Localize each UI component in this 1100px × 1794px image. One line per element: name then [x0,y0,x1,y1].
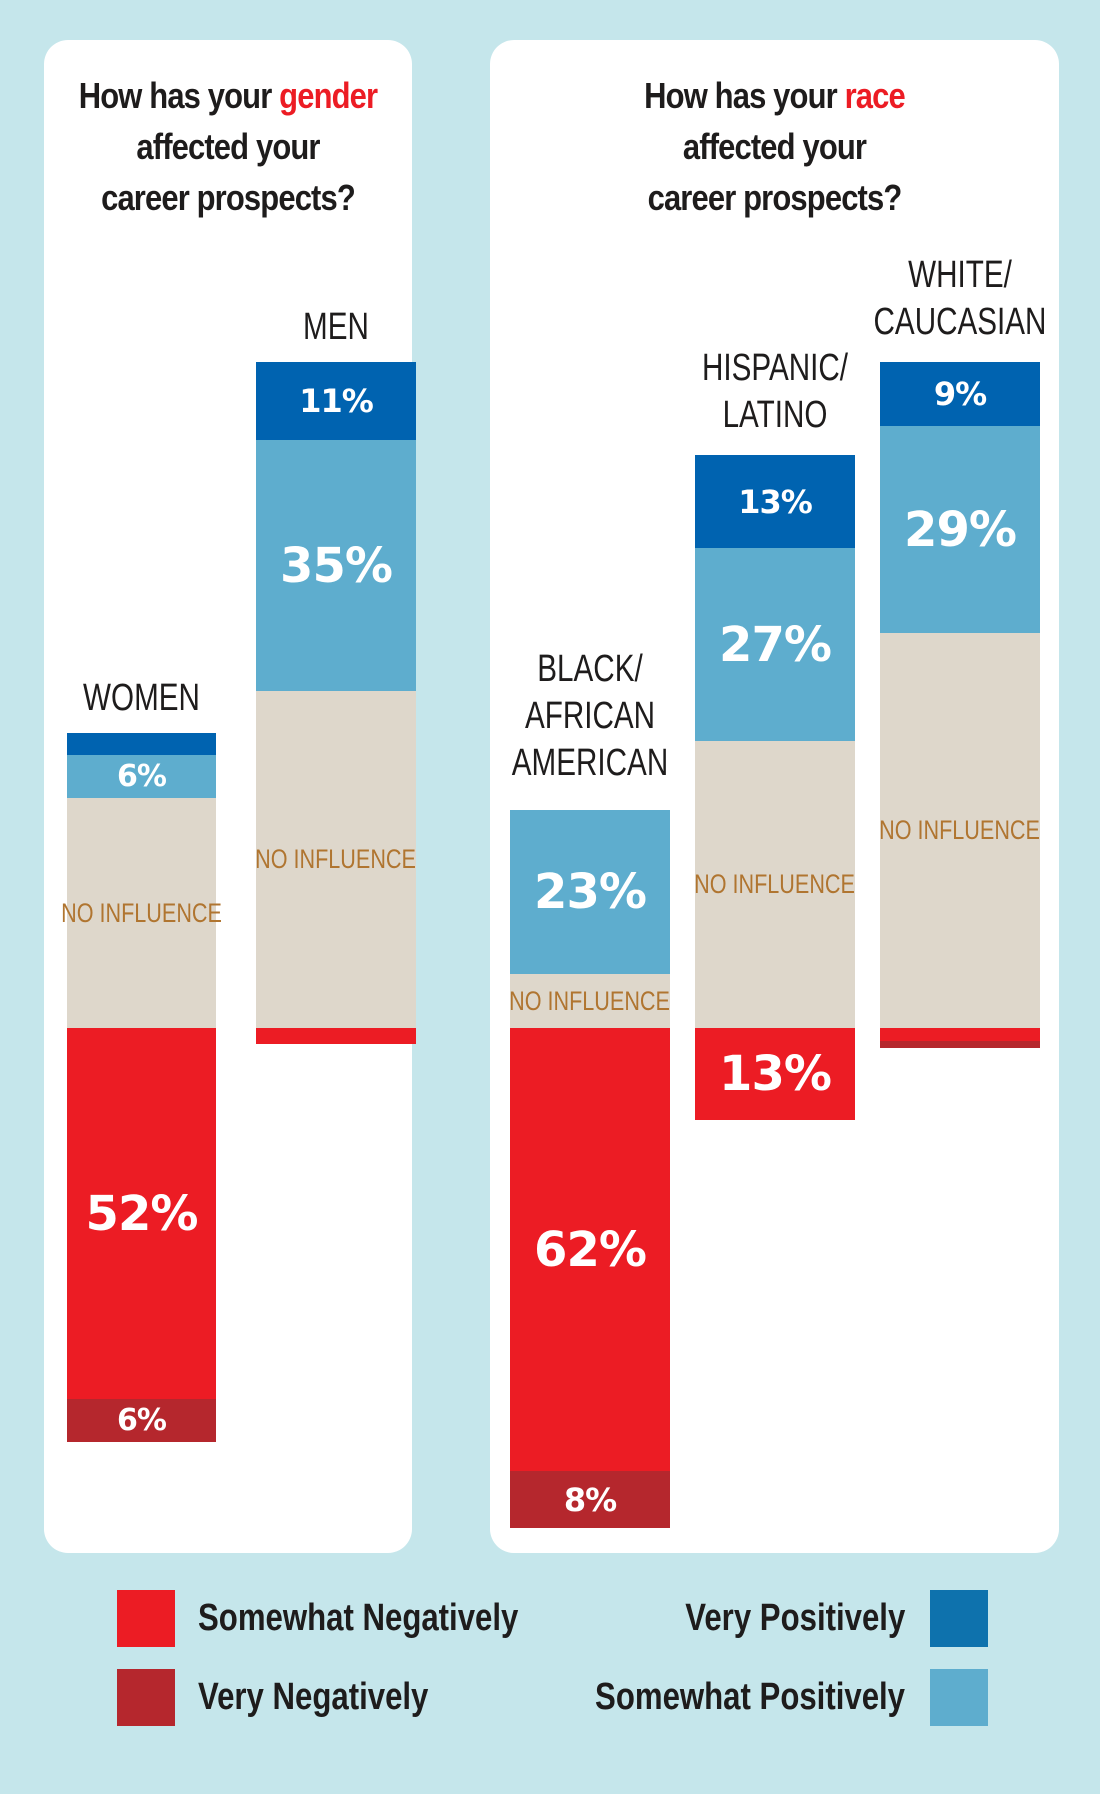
value-label: 52% [85,1185,199,1242]
title-line-3: career prospects? [647,177,903,218]
bar-label-text: CAUCASIAN [873,301,1047,343]
women-very-negatively: 6% [67,1399,216,1442]
bar-label-men: MEN [258,304,414,351]
bar-label-text: AMERICAN [511,742,669,784]
no-influence-label: NO INFLUENCE [509,985,671,1016]
legend-swatch-very-negatively [117,1669,175,1726]
bar-label-text: MEN [303,306,369,348]
value-label: 13% [738,482,813,521]
no-influence-label: NO INFLUENCE [879,815,1041,845]
women-somewhat-negatively: 52% [67,1028,216,1399]
women-very-positively [67,733,216,755]
hispanic-somewhat-positively: 27% [695,548,855,741]
black-somewhat-positively: 23% [510,810,670,974]
legend-label-somewhat-positively: Somewhat Positively [595,1676,905,1718]
women-somewhat-positively: 6% [67,755,216,798]
white-no-influence: NO INFLUENCE [880,633,1040,1028]
title-text: How has your [644,75,845,116]
legend-label-very-negatively: Very Negatively [198,1676,429,1718]
men-somewhat-positively: 35% [256,440,416,691]
title-line-2: affected your [682,126,867,167]
value-label: 6% [117,759,167,794]
white-very-positively: 9% [880,362,1040,426]
men-no-influence: NO INFLUENCE [256,691,416,1028]
value-label: 9% [933,375,987,413]
no-influence-label: NO INFLUENCE [61,897,222,928]
value-label: 13% [719,1046,832,1102]
women-no-influence: NO INFLUENCE [61,798,222,1028]
black-very-negatively: 8% [510,1471,670,1528]
value-label: 29% [904,501,1017,558]
no-influence-label: NO INFLUENCE [255,844,417,874]
title-line-3: career prospects? [101,177,356,218]
bar-label-white-caucasian: WHITE/ CAUCASIAN [866,252,1053,346]
white-somewhat-negatively [880,1028,1040,1041]
value-label: 23% [534,864,647,920]
value-label: 11% [299,382,374,420]
value-label: 27% [719,616,832,673]
value-label: 35% [280,537,393,594]
black-somewhat-negatively: 62% [510,1028,670,1471]
title-highlight-gender: gender [279,75,378,116]
men-somewhat-negatively [256,1028,416,1044]
bar-label-text: HISPANIC/ [701,347,849,389]
legend-swatch-somewhat-negatively [117,1590,175,1647]
title-text: How has your [78,75,280,116]
no-influence-label: NO INFLUENCE [694,869,856,899]
gender-panel-title: How has your gender affected your career… [70,70,386,223]
hispanic-very-positively: 13% [695,455,855,548]
legend-swatch-somewhat-positively [930,1669,988,1726]
title-highlight-race: race [844,75,906,116]
title-line-2: affected your [136,126,320,167]
value-label: 6% [117,1403,167,1438]
bar-label-text: AFRICAN [524,695,656,737]
bar-label-text: WHITE/ [908,254,1012,296]
black-no-influence: NO INFLUENCE [510,974,670,1028]
legend-swatch-very-positively [930,1590,988,1647]
white-very-negatively [880,1041,1040,1048]
hispanic-somewhat-negatively: 13% [695,1028,855,1120]
race-panel-title: How has your race affected your career p… [530,70,1019,223]
legend-label-somewhat-negatively: Somewhat Negatively [198,1597,519,1639]
bar-label-hispanic-latino: HISPANIC/ LATINO [689,345,861,439]
men-very-positively: 11% [256,362,416,440]
value-label: 8% [563,1480,617,1519]
bar-label-black-african-american: BLACK/ AFRICAN AMERICAN [504,646,676,787]
bar-label-text: BLACK/ [537,648,643,690]
bar-label-women: WOMEN [68,675,215,722]
value-label: 62% [534,1221,647,1278]
bar-label-text: LATINO [722,394,828,436]
white-somewhat-positively: 29% [880,426,1040,633]
hispanic-no-influence: NO INFLUENCE [695,741,855,1028]
bar-label-text: WOMEN [83,677,200,719]
legend-label-very-positively: Very Positively [684,1597,905,1639]
